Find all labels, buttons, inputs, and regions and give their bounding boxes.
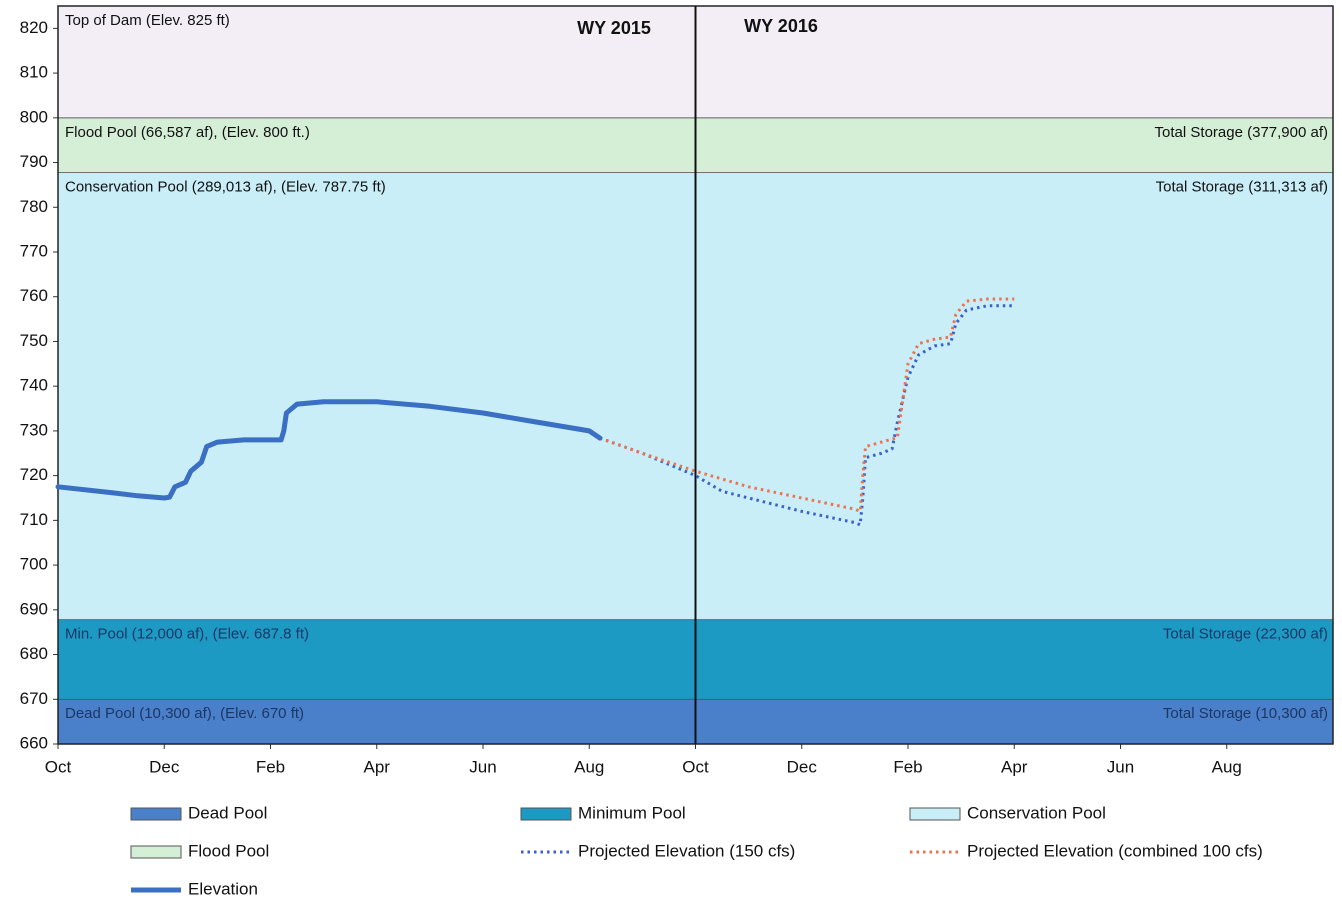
- band-total-label: Total Storage (22,300 af): [1163, 626, 1328, 643]
- y-tick-label: 700: [20, 555, 48, 574]
- x-tick-label: Jun: [1107, 757, 1134, 776]
- y-tick-label: 760: [20, 286, 48, 305]
- series-line: [599, 304, 1015, 527]
- x-tick-label: Dec: [787, 757, 818, 776]
- x-tick-label: Oct: [45, 757, 72, 776]
- y-tick-label: 750: [20, 331, 48, 350]
- y-tick-label: 710: [20, 510, 48, 529]
- y-tick-label: 800: [20, 107, 48, 126]
- y-tick-label: 780: [20, 197, 48, 216]
- x-tick-label: Apr: [1001, 757, 1028, 776]
- band-label: Top of Dam (Elev. 825 ft): [65, 12, 230, 29]
- legend-label: Elevation: [188, 879, 258, 898]
- x-tick-label: Aug: [574, 757, 604, 776]
- y-tick-label: 690: [20, 599, 48, 618]
- legend-swatch: [130, 807, 182, 821]
- legend-label: Projected Elevation (150 cfs): [578, 841, 795, 860]
- y-tick-label: 670: [20, 689, 48, 708]
- x-tick-label: Apr: [364, 757, 391, 776]
- y-tick-label: 820: [20, 18, 48, 37]
- band-total-label: Total Storage (377,900 af): [1155, 124, 1328, 141]
- y-tick-label: 730: [20, 420, 48, 439]
- x-tick-label: Oct: [682, 757, 709, 776]
- annotation: WY 2015: [577, 18, 651, 38]
- series-line: [55, 399, 603, 501]
- x-tick-label: Feb: [256, 757, 285, 776]
- y-tick-label: 660: [20, 733, 48, 752]
- x-tick-label: Jun: [469, 757, 496, 776]
- band-label: Conservation Pool (289,013 af), (Elev. 7…: [65, 179, 386, 196]
- y-tick-label: 810: [20, 63, 48, 82]
- y-tick-label: 770: [20, 241, 48, 260]
- x-tick-label: Feb: [893, 757, 922, 776]
- band-label: Dead Pool (10,300 af), (Elev. 670 ft): [65, 705, 304, 722]
- legend-swatch: [130, 845, 182, 859]
- x-tick-label: Aug: [1212, 757, 1242, 776]
- legend-label: Conservation Pool: [967, 803, 1106, 822]
- y-tick-label: 720: [20, 465, 48, 484]
- x-tick-label: Dec: [149, 757, 180, 776]
- series-line: [599, 297, 1015, 513]
- legend-swatch: [520, 807, 572, 821]
- y-tick-label: 680: [20, 644, 48, 663]
- band-label: Min. Pool (12,000 af), (Elev. 687.8 ft): [65, 626, 309, 643]
- legend-label: Dead Pool: [188, 803, 267, 822]
- annotation: WY 2016: [744, 16, 818, 36]
- band-total-label: Total Storage (311,313 af): [1156, 179, 1328, 196]
- y-tick-label: 740: [20, 376, 48, 395]
- legend-label: Minimum Pool: [578, 803, 686, 822]
- legend-label: Flood Pool: [188, 841, 269, 860]
- legend-swatch: [909, 807, 961, 821]
- y-tick-label: 790: [20, 152, 48, 171]
- band-total-label: Total Storage (10,300 af): [1163, 705, 1328, 722]
- legend-label: Projected Elevation (combined 100 cfs): [967, 841, 1263, 860]
- band-label: Flood Pool (66,587 af), (Elev. 800 ft.): [65, 124, 310, 141]
